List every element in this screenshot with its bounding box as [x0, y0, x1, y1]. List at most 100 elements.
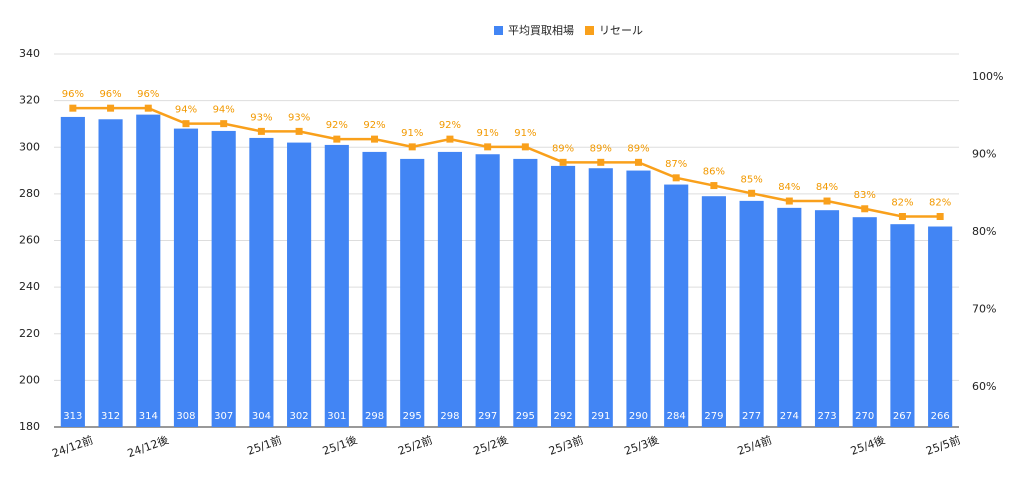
bar: [324, 144, 349, 427]
line-point: [559, 158, 567, 166]
line-label: 94%: [213, 105, 235, 116]
bar: [550, 165, 576, 427]
y-tick-label: 200: [19, 373, 40, 386]
bar: [249, 137, 274, 428]
line-point: [182, 120, 190, 128]
bar: [626, 170, 651, 427]
bar: [287, 142, 312, 427]
line-label: 96%: [99, 89, 121, 100]
line-point: [748, 189, 756, 197]
line-point: [107, 104, 115, 112]
y-tick-label: 300: [19, 140, 40, 153]
bar-label: 314: [139, 411, 158, 422]
line-label: 84%: [778, 182, 800, 193]
bar-label: 295: [403, 411, 422, 422]
line-label: 83%: [854, 190, 876, 201]
bar-label: 304: [252, 411, 271, 422]
line-point: [823, 197, 831, 205]
bar: [588, 168, 613, 427]
bar-label: 274: [780, 411, 799, 422]
line-label: 91%: [514, 128, 536, 139]
bar: [777, 207, 802, 427]
line-point: [521, 143, 529, 151]
line-label: 93%: [288, 112, 310, 123]
bar: [513, 158, 538, 427]
y2-tick-label: 100%: [972, 70, 1003, 83]
legend-swatch: [585, 26, 594, 35]
line-point: [144, 104, 152, 112]
line-label: 91%: [401, 128, 423, 139]
bar: [437, 151, 463, 427]
line-label: 86%: [703, 167, 725, 178]
y2-tick-label: 80%: [972, 225, 996, 238]
y2-tick-label: 90%: [972, 148, 996, 161]
bar-label: 312: [101, 411, 120, 422]
bar: [814, 210, 840, 427]
bar-label: 298: [365, 411, 384, 422]
bar-label: 284: [667, 411, 686, 422]
x-tick-label: 25/2後: [471, 432, 509, 457]
line-label: 92%: [363, 120, 385, 131]
x-tick-label: 25/4後: [848, 432, 886, 457]
bar: [475, 154, 500, 427]
x-tick-label: 25/5前: [924, 432, 962, 457]
bar-label: 307: [214, 411, 233, 422]
line-point: [672, 174, 680, 182]
x-tick-label: 24/12前: [50, 432, 95, 460]
line-label: 82%: [929, 198, 951, 209]
x-tick-label: 25/1後: [321, 432, 359, 457]
bar-label: 290: [629, 411, 648, 422]
line-point: [295, 127, 303, 135]
y2-tick-label: 70%: [972, 302, 996, 315]
bar-label: 308: [176, 411, 195, 422]
bar-label: 291: [591, 411, 610, 422]
line-label: 91%: [477, 128, 499, 139]
bar: [739, 200, 764, 427]
line-label: 96%: [62, 89, 84, 100]
legend-swatch: [494, 26, 503, 35]
line-point: [484, 143, 492, 151]
bar-label: 302: [290, 411, 309, 422]
bar: [400, 158, 425, 427]
legend-label: リセール: [599, 24, 643, 37]
bar-label: 313: [63, 411, 82, 422]
bar-label: 279: [704, 411, 723, 422]
bar: [890, 224, 915, 427]
x-tick-label: 24/12後: [125, 432, 170, 460]
x-tick-label: 25/4前: [735, 432, 773, 457]
bar: [60, 116, 85, 427]
bar: [664, 184, 689, 427]
y-tick-label: 340: [19, 47, 40, 60]
line-label: 92%: [326, 120, 348, 131]
line-point: [785, 197, 793, 205]
bar: [98, 119, 123, 428]
line-label: 89%: [627, 143, 649, 154]
bar: [852, 217, 877, 427]
line-point: [333, 135, 341, 143]
y-tick-label: 180: [19, 420, 40, 433]
line-label: 84%: [816, 182, 838, 193]
bar: [701, 196, 726, 427]
bar-label: 292: [554, 411, 573, 422]
line-label: 92%: [439, 120, 461, 131]
line-point: [710, 182, 718, 190]
bar-label: 277: [742, 411, 761, 422]
line-point: [597, 158, 605, 166]
y-tick-label: 320: [19, 94, 40, 107]
legend-label: 平均買取相場: [508, 24, 574, 37]
line-point: [69, 104, 77, 112]
line-point: [634, 158, 642, 166]
x-tick-label: 25/3後: [622, 432, 660, 457]
y-tick-label: 240: [19, 280, 40, 293]
legend: 平均買取相場 リセール: [494, 24, 643, 37]
bar: [928, 226, 953, 427]
bar-label: 298: [440, 411, 459, 422]
bar-label: 295: [516, 411, 535, 422]
line-label: 82%: [891, 198, 913, 209]
bar-label: 270: [855, 411, 874, 422]
bar-label: 301: [327, 411, 346, 422]
line-label: 87%: [665, 159, 687, 170]
line-point: [257, 127, 265, 135]
line-point: [898, 213, 906, 221]
